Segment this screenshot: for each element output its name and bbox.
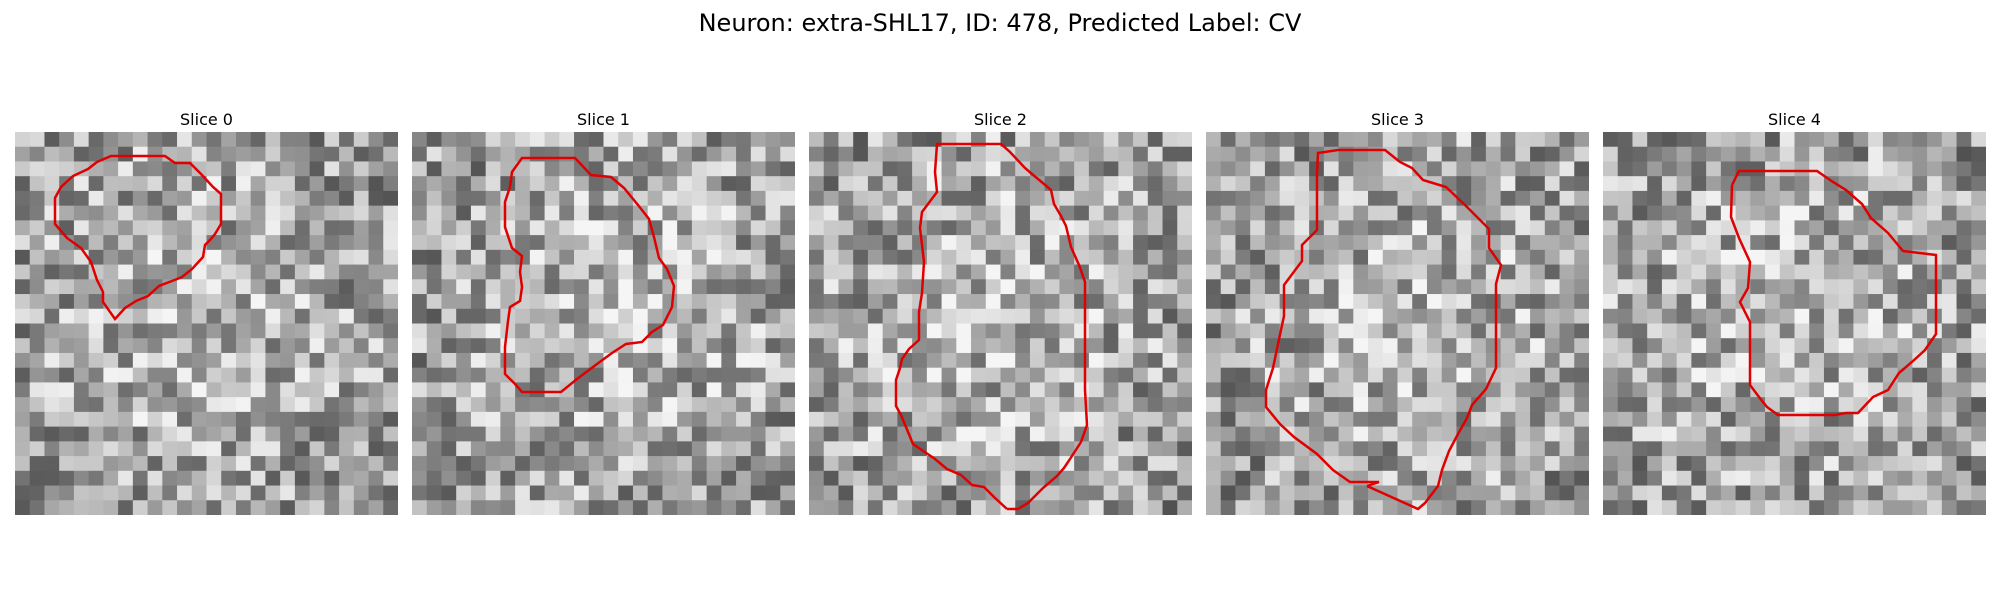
slice-image bbox=[809, 132, 1192, 515]
cell-contour bbox=[53, 154, 223, 321]
slice-panel-4: Slice 4 bbox=[1603, 108, 1986, 515]
cell-contour bbox=[503, 156, 676, 394]
cell-contour bbox=[1264, 148, 1503, 511]
slice-panel-0: Slice 0 bbox=[15, 108, 398, 515]
slice-image bbox=[1206, 132, 1589, 515]
slice-image bbox=[15, 132, 398, 515]
slice-image bbox=[1603, 132, 1986, 515]
grayscale-texture bbox=[1206, 132, 1589, 515]
grayscale-texture bbox=[412, 132, 795, 515]
slice-title: Slice 0 bbox=[180, 110, 233, 129]
cell-contour bbox=[1729, 169, 1938, 417]
grayscale-texture bbox=[809, 132, 1192, 515]
slice-panel-2: Slice 2 bbox=[809, 108, 1192, 515]
figure-title: Neuron: extra-SHL17, ID: 478, Predicted … bbox=[698, 9, 1302, 37]
slice-title: Slice 3 bbox=[1371, 110, 1424, 129]
grayscale-texture bbox=[15, 132, 398, 515]
grayscale-texture bbox=[1603, 132, 1986, 515]
slice-panel-1: Slice 1 bbox=[412, 108, 795, 515]
slice-title: Slice 1 bbox=[577, 110, 630, 129]
slice-title: Slice 4 bbox=[1768, 110, 1821, 129]
slice-panel-3: Slice 3 bbox=[1206, 108, 1589, 515]
slice-image bbox=[412, 132, 795, 515]
cell-contour bbox=[894, 142, 1089, 511]
slice-title: Slice 2 bbox=[974, 110, 1027, 129]
